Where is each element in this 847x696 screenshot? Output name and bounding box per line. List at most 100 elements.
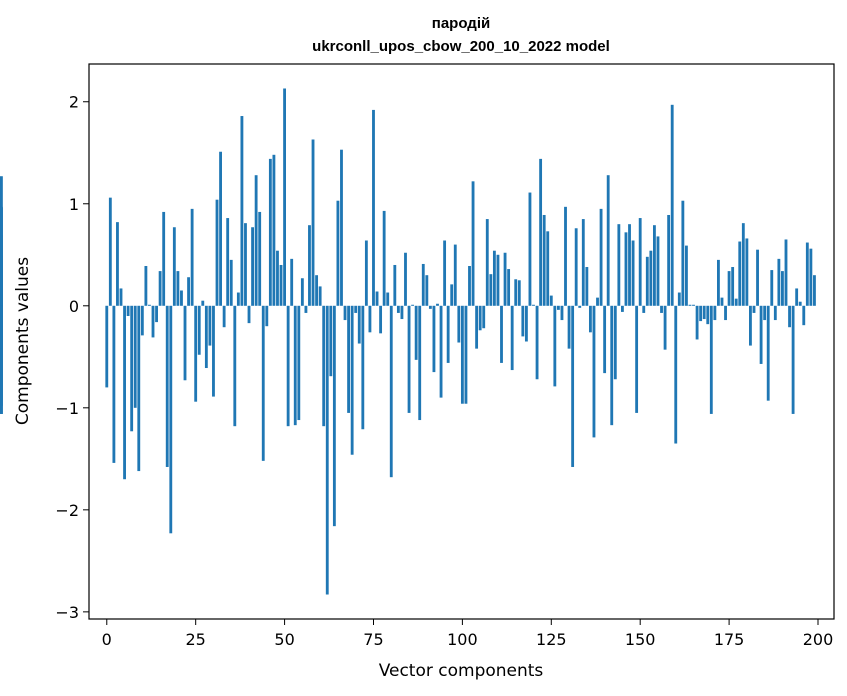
bar-178 [738, 241, 742, 306]
x-tick-label: 125 [536, 630, 567, 649]
bar-12 [148, 304, 151, 306]
bar-33 [222, 305, 226, 328]
bar-82 [396, 305, 400, 313]
bar-78 [382, 210, 386, 306]
x-tick-label: 50 [274, 630, 294, 649]
bar-126 [553, 305, 557, 387]
bars [0, 88, 816, 595]
bar-129 [564, 206, 567, 306]
x-axis-label: Vector components [379, 661, 544, 681]
x-tick-label: 150 [625, 630, 656, 649]
bar-111 [500, 305, 503, 363]
bar-23 [187, 277, 190, 306]
bar-119 [528, 192, 532, 306]
y-tick-label: 2 [69, 93, 79, 112]
bar-194 [795, 288, 799, 306]
bar-110 [496, 254, 500, 306]
bar-195 [798, 301, 802, 306]
bar-90 [425, 275, 429, 306]
bar-74 [368, 305, 372, 333]
bar-54 [297, 305, 301, 421]
bar-190 [781, 271, 784, 306]
bar-89 [421, 263, 425, 306]
x-tick-label: 0 [102, 630, 112, 649]
bar-18 [169, 305, 173, 534]
bar-8 [133, 305, 137, 408]
bar-187 [770, 270, 774, 306]
bar-75 [372, 109, 375, 306]
bar-130 [567, 305, 571, 349]
bar-52 [290, 258, 294, 306]
bar-168 [702, 305, 706, 320]
bar-99 [457, 305, 461, 343]
bar-41 [251, 227, 254, 306]
bar-140 [603, 305, 607, 374]
bar-68 [347, 305, 351, 413]
bar-138 [596, 297, 599, 306]
bar-20 [176, 271, 180, 306]
bar-131 [571, 305, 575, 467]
bar-9 [137, 305, 141, 472]
bar-150 [638, 218, 642, 306]
bar-11 [144, 266, 148, 306]
bar-94 [439, 305, 443, 398]
bar-86 [411, 304, 415, 306]
bar-22 [183, 305, 187, 381]
bar-170 [709, 305, 713, 414]
bar-81 [393, 264, 397, 306]
bar-137 [592, 305, 596, 438]
bar-14 [155, 305, 158, 323]
bar-147 [628, 224, 631, 306]
bar-127 [556, 305, 560, 310]
bar-100 [460, 305, 464, 404]
bar-72 [361, 305, 365, 430]
bar-2 [112, 305, 116, 463]
bar-28 [204, 305, 208, 369]
bar-165 [692, 304, 695, 306]
bar-125 [549, 295, 553, 306]
bar-25 [194, 305, 198, 402]
bar-193 [791, 305, 795, 414]
bar-162 [681, 200, 685, 306]
bar-71 [357, 305, 361, 344]
bar-163 [685, 245, 688, 306]
bar-157 [663, 305, 667, 350]
bar-88 [418, 305, 422, 421]
bar-151 [642, 305, 646, 313]
bar-141 [606, 175, 610, 306]
bar-185 [763, 305, 767, 321]
bar-36 [233, 305, 237, 427]
bar-48 [276, 250, 279, 306]
bar-196 [802, 305, 806, 326]
bar-104 [475, 305, 479, 349]
bar-61 [322, 305, 326, 427]
bar-51 [286, 305, 290, 427]
bar-161 [677, 292, 681, 306]
bar-38 [240, 116, 244, 306]
bar-106 [482, 305, 486, 329]
bar-66 [340, 149, 343, 306]
bar-47 [272, 154, 276, 306]
bar-97 [450, 284, 454, 306]
bar-40 [247, 305, 251, 324]
bar-154 [653, 225, 656, 306]
bar-143 [613, 305, 617, 380]
x-tick-label: 25 [186, 630, 206, 649]
bar-1 [108, 197, 112, 306]
bar-24 [190, 208, 194, 306]
bar-164 [688, 304, 692, 306]
bar-121 [535, 305, 539, 380]
bar-34 [226, 218, 230, 306]
x-tick-label: 175 [714, 630, 745, 649]
bar-117 [521, 305, 525, 337]
bar-10 [140, 305, 144, 336]
bar-120 [532, 304, 535, 306]
bar-19 [172, 227, 176, 306]
bar-133 [578, 305, 582, 308]
chart-title-line2: ukrconll_upos_cbow_200_10_2022 model [312, 38, 610, 55]
y-tick-label: −1 [55, 399, 79, 418]
bar-123 [542, 214, 546, 306]
x-tick-label: 100 [447, 630, 478, 649]
bar-142 [610, 305, 614, 426]
